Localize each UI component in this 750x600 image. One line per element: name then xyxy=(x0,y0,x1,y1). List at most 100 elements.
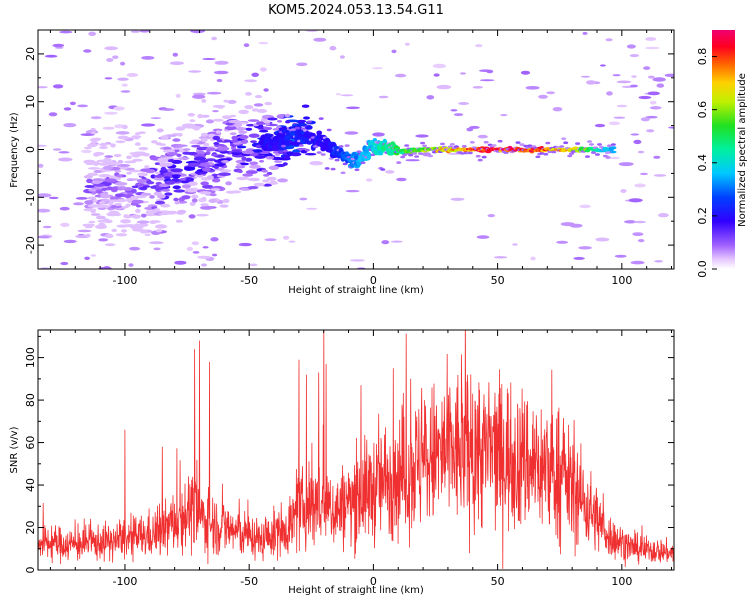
spectrogram-cell xyxy=(90,254,97,257)
spectrogram-cell xyxy=(179,177,188,181)
spectrogram-cell xyxy=(608,121,621,126)
spectrogram-cell xyxy=(239,187,251,191)
spectrogram-cell xyxy=(345,106,360,110)
spectrogram-cell xyxy=(104,233,114,239)
spectrogram-cell xyxy=(316,151,322,154)
spectrogram-cell xyxy=(305,125,313,130)
spectrogram-cell xyxy=(106,58,114,62)
spectrogram-cell xyxy=(200,205,214,210)
spectrogram-cell xyxy=(99,146,108,150)
snr-xtick-label: -50 xyxy=(240,575,258,588)
spectrogram-cell xyxy=(579,204,591,209)
spectrogram-cell xyxy=(144,233,151,237)
spectrogram-cell xyxy=(132,228,145,232)
spectrogram-cell xyxy=(104,178,118,183)
spectrogram-cell xyxy=(309,161,324,166)
spectrogram-cell xyxy=(87,172,99,176)
spectrogram-cell xyxy=(166,134,177,137)
spectrogram-cell xyxy=(90,116,102,120)
spectrogram-cell xyxy=(84,256,90,260)
spectrogram-cell xyxy=(634,183,646,188)
spectrogram-cell xyxy=(584,149,591,153)
spectrogram-cell xyxy=(114,170,122,173)
spectrogram-cell xyxy=(231,146,237,151)
spectrogram-cell xyxy=(52,84,64,89)
spectrogram-cell xyxy=(324,167,330,170)
spectrogram-cell xyxy=(132,158,143,162)
spectrogram-cell xyxy=(222,198,230,204)
spectrogram-cell xyxy=(238,130,248,134)
spectrogram-cell xyxy=(236,176,250,181)
spectrogram-cell xyxy=(175,219,183,223)
spectrogram-cell xyxy=(138,222,149,227)
spectrogram-cell xyxy=(589,143,594,146)
spectrogram-cell xyxy=(91,140,97,144)
spectrogram-cell xyxy=(646,129,655,133)
spectrogram-cell xyxy=(211,36,218,41)
spectrogram-cell xyxy=(131,214,141,219)
spectrogram-cell xyxy=(316,130,323,135)
spectrogram-cell xyxy=(372,67,383,70)
spectrogram-cell xyxy=(90,131,96,135)
spectrogram-cell xyxy=(98,174,112,178)
spectrogram-cell xyxy=(230,190,242,194)
spectrogram-cell xyxy=(191,125,202,130)
spectrogram-cell xyxy=(48,112,58,117)
spectrogram-cell xyxy=(198,191,212,195)
spectrogram-cell xyxy=(418,152,424,155)
spectrogram-cell xyxy=(606,144,612,147)
spectrogram-cell xyxy=(391,49,397,54)
spectrogram-cell xyxy=(404,144,410,147)
spectrogram-cell xyxy=(450,197,465,201)
spectrogram-cell xyxy=(136,220,150,224)
spectrogram-cell xyxy=(172,185,181,190)
spectrogram-cell xyxy=(198,146,207,150)
spectrogram-cell xyxy=(449,143,455,146)
spectrogram-cell xyxy=(573,256,585,260)
spectrogram-cell xyxy=(605,38,613,42)
spectrogram-cell xyxy=(561,137,567,140)
spectrogram-cell xyxy=(475,154,481,158)
spectrogram-cell xyxy=(156,128,164,133)
spectrogram-cell xyxy=(640,117,651,122)
spectrogram-cell xyxy=(106,212,118,217)
spectrogram-cell xyxy=(469,125,480,129)
spectrogram-cell xyxy=(113,153,122,158)
spectrogram-cell xyxy=(645,46,660,50)
spectrogram-cell xyxy=(512,243,518,246)
spectrogram-cell xyxy=(206,175,214,180)
spectrogram-cell xyxy=(294,126,300,130)
spectrogram-cell xyxy=(250,140,257,144)
figure-title: KOM5.2024.053.13.54.G11 xyxy=(268,3,444,18)
spectrogram-cell xyxy=(183,148,191,151)
spectrogram-cell xyxy=(153,247,161,251)
spectrogram-cell xyxy=(99,142,107,147)
spectrogram-cell xyxy=(274,160,283,164)
spectrogram-cell xyxy=(124,194,132,199)
spectrogram-cell xyxy=(84,146,92,150)
spectrogram-cell xyxy=(320,153,326,156)
spectrogram-cell xyxy=(92,183,106,187)
spectrogram-cell xyxy=(128,263,134,267)
spectrogram-cell xyxy=(154,171,161,175)
spectrogram-cell xyxy=(155,229,163,233)
spectrogram-cell xyxy=(296,123,307,127)
spectrogram-cell xyxy=(191,139,201,142)
spectrogram-cell xyxy=(313,37,327,42)
spectrogram-cell xyxy=(653,155,661,159)
spectrogram-cell xyxy=(191,241,200,246)
spectrogram-cell xyxy=(210,188,221,191)
spectrogram-cell xyxy=(84,225,94,229)
spectrogram-cell xyxy=(206,91,222,95)
spectrogram-cell xyxy=(479,79,495,82)
spectrogram-cell xyxy=(262,120,271,124)
spectrogram-cell xyxy=(538,94,548,99)
spectrogram-cell xyxy=(595,237,610,242)
spectrogram-cell xyxy=(200,181,209,186)
spectrogram-cell xyxy=(144,165,150,169)
spectrogram-cell xyxy=(87,143,98,148)
spectrogram-cell xyxy=(559,145,565,148)
spectrogram-cell xyxy=(626,44,636,49)
